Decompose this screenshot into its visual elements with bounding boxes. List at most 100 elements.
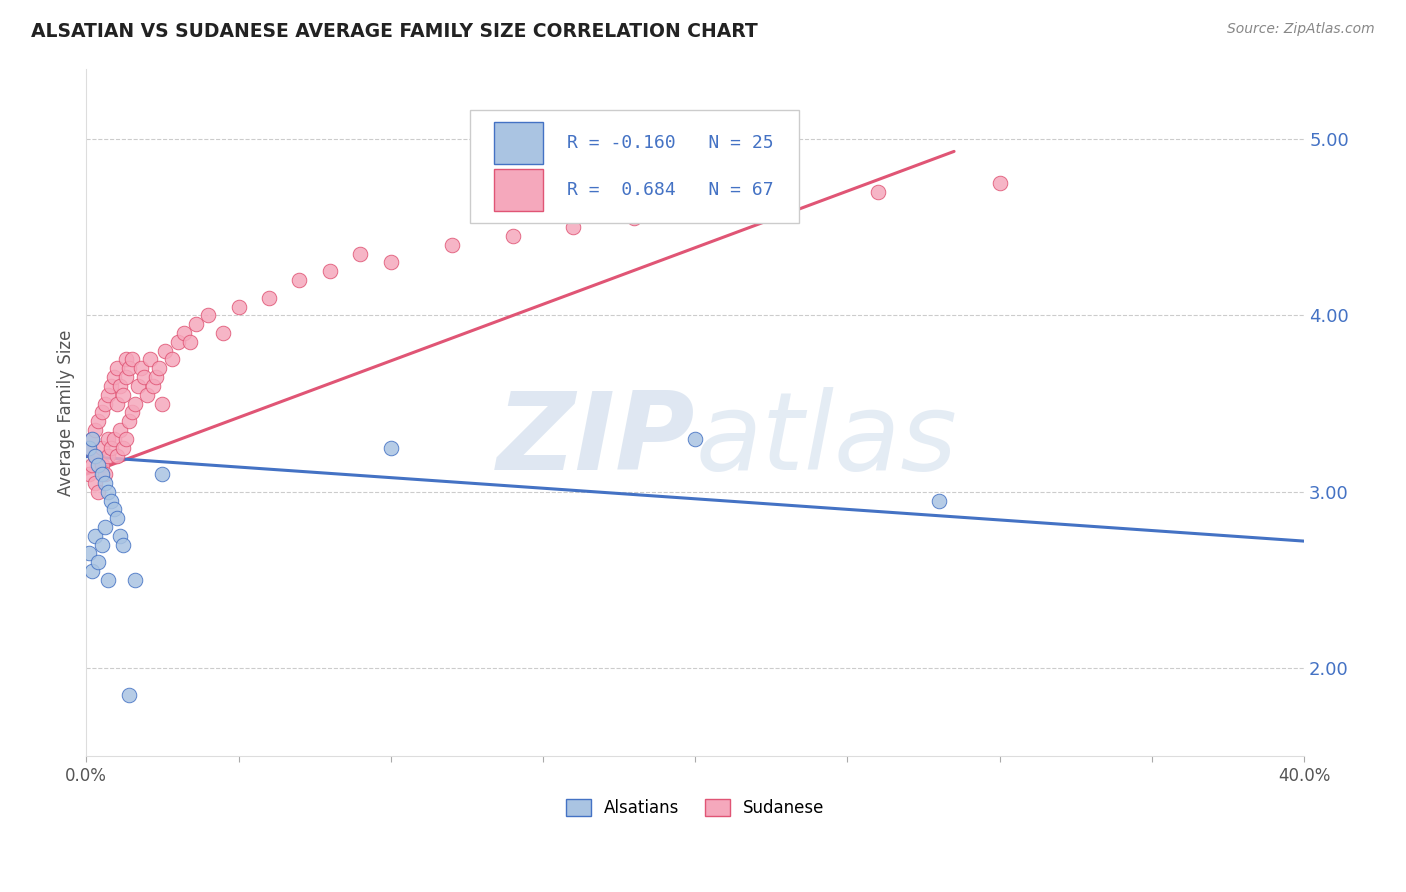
Legend: Alsatians, Sudanese: Alsatians, Sudanese (560, 792, 831, 823)
Point (105, 361, 128, 376)
Point (87, 414, 110, 428)
Point (152, 396, 174, 410)
Point (90, 458, 112, 473)
FancyBboxPatch shape (470, 110, 799, 223)
Point (288, 273, 311, 287)
Point (184, 317, 207, 331)
Point (84, 423, 107, 437)
Point (82, 564, 104, 578)
Point (136, 388, 159, 402)
Point (111, 388, 134, 402)
Point (257, 291, 280, 305)
FancyBboxPatch shape (495, 122, 543, 164)
Text: R = -0.160   N = 25: R = -0.160 N = 25 (568, 134, 773, 152)
Point (82, 432, 104, 446)
Point (90, 538, 112, 552)
Point (93, 396, 115, 410)
Point (118, 414, 141, 428)
Point (134, 370, 156, 384)
Point (155, 343, 177, 358)
Point (775, 194, 797, 208)
Point (97, 484, 120, 499)
Point (124, 573, 146, 587)
Point (79, 441, 101, 455)
Point (349, 246, 371, 260)
Point (84, 529, 107, 543)
Point (93, 467, 115, 482)
Point (683, 432, 706, 446)
Point (79, 546, 101, 560)
Point (988, 176, 1011, 190)
Point (142, 379, 165, 393)
Point (90, 405, 112, 419)
Point (103, 502, 125, 516)
Point (179, 334, 201, 349)
Point (129, 361, 152, 376)
Point (93, 475, 115, 490)
Point (212, 326, 235, 340)
Point (228, 300, 250, 314)
Point (118, 361, 141, 376)
Point (108, 529, 131, 543)
Point (87, 458, 110, 473)
Point (103, 370, 125, 384)
Point (105, 511, 128, 525)
Point (90, 467, 112, 482)
Point (93, 520, 115, 534)
Point (173, 326, 195, 340)
Point (197, 309, 219, 323)
Point (145, 370, 167, 384)
Point (928, 493, 950, 508)
Point (115, 432, 138, 446)
Point (115, 352, 138, 367)
Point (97, 432, 120, 446)
Point (380, 441, 402, 455)
Point (139, 352, 162, 367)
Point (319, 264, 342, 278)
Point (87, 484, 110, 499)
Point (108, 423, 131, 437)
Point (683, 202, 706, 217)
Point (166, 334, 188, 349)
Point (84, 450, 107, 464)
Point (440, 238, 463, 252)
Point (97, 573, 120, 587)
Text: ZIP: ZIP (496, 387, 695, 493)
Point (79, 441, 101, 455)
Point (866, 185, 889, 199)
Point (105, 450, 128, 464)
Point (115, 370, 138, 384)
Point (152, 467, 174, 482)
Point (562, 220, 585, 235)
Point (111, 441, 134, 455)
Text: Source: ZipAtlas.com: Source: ZipAtlas.com (1227, 22, 1375, 37)
Point (79, 467, 101, 482)
Point (148, 361, 170, 376)
Point (82, 458, 104, 473)
Point (108, 379, 131, 393)
FancyBboxPatch shape (495, 169, 543, 211)
Point (84, 475, 107, 490)
Point (100, 493, 122, 508)
Point (380, 255, 402, 269)
Point (121, 352, 143, 367)
Point (97, 450, 120, 464)
Point (84, 450, 107, 464)
Point (124, 396, 146, 410)
Point (127, 379, 149, 393)
Point (105, 396, 128, 410)
Point (87, 555, 110, 569)
Point (90, 441, 112, 455)
Point (97, 388, 120, 402)
Text: R =  0.684   N = 67: R = 0.684 N = 67 (568, 181, 773, 199)
Point (502, 229, 524, 244)
Point (103, 432, 125, 446)
Point (111, 538, 134, 552)
Point (100, 379, 122, 393)
Point (118, 688, 141, 702)
Point (160, 352, 183, 367)
Point (623, 211, 645, 226)
Y-axis label: Average Family Size: Average Family Size (58, 329, 75, 496)
Text: atlas: atlas (695, 387, 957, 492)
Point (82, 432, 104, 446)
